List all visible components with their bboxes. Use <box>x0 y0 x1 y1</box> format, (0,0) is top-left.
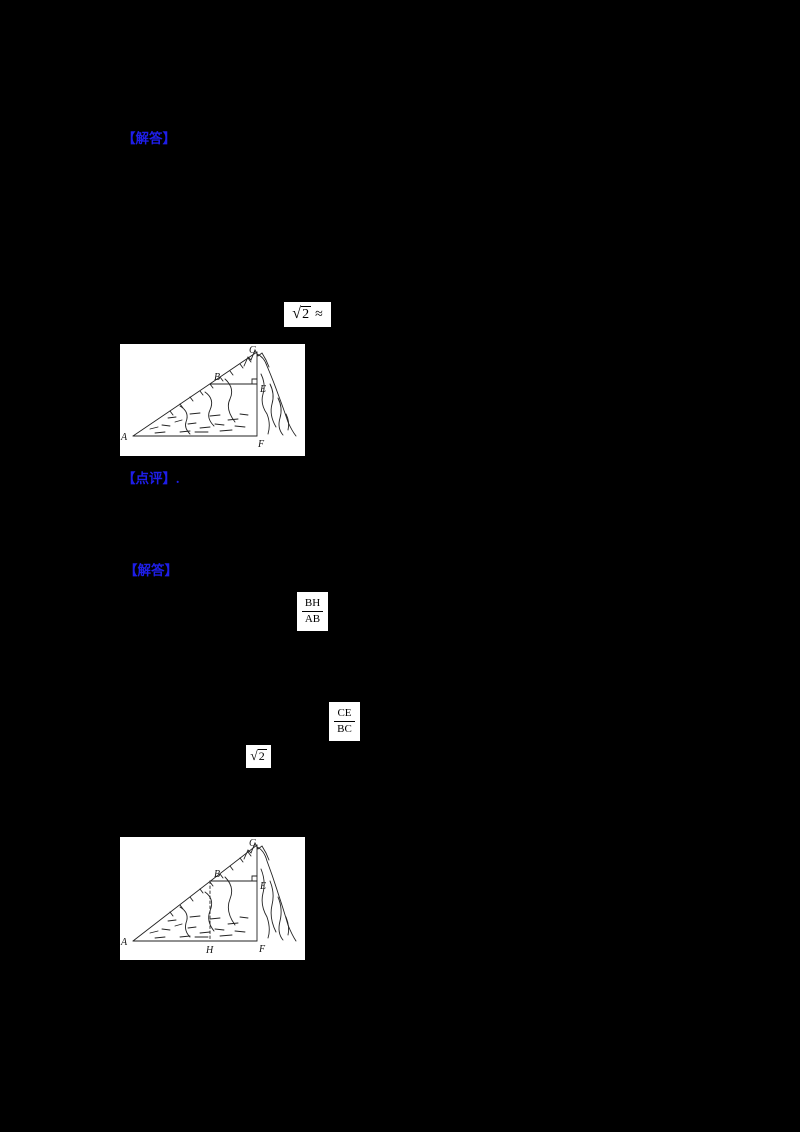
point-label-B: B <box>214 372 220 383</box>
peak-outline <box>243 348 270 368</box>
flank-squiggle-4 <box>285 916 290 936</box>
radicand: 2 <box>257 749 267 764</box>
point-label-A: A <box>120 937 128 948</box>
point-label-F: F <box>257 439 265 450</box>
flank-squiggle-2 <box>269 383 277 428</box>
peak-outline <box>243 841 270 861</box>
contour-3 <box>224 378 236 423</box>
figure-mountain-1: C B E A F <box>120 344 305 456</box>
slope-hatch-ticks <box>169 357 252 416</box>
right-flank-outline <box>256 353 297 437</box>
formula-sqrt2-approx: √ 2 ≈ <box>284 302 331 327</box>
slope-line-AC <box>132 351 258 437</box>
contour-2 <box>204 891 215 932</box>
flank-squiggle-1 <box>260 868 270 939</box>
slope-hatch-ticks <box>169 851 252 917</box>
contour-1 <box>179 906 191 938</box>
flank-squiggle-2 <box>269 880 277 933</box>
radicand: 2 <box>301 305 312 322</box>
point-label-H: H <box>205 945 214 956</box>
point-label-A: A <box>120 432 128 443</box>
radical-sign-icon: √ <box>292 304 302 322</box>
flank-squiggle-1 <box>260 373 270 435</box>
point-label-E: E <box>259 384 266 395</box>
flank-squiggle-3 <box>277 896 284 941</box>
fraction: CE BC <box>334 707 355 736</box>
diagram2-lines <box>132 841 297 942</box>
foothill-texture <box>149 915 249 939</box>
section-label-jieda-2: 【解答】 <box>124 563 178 578</box>
fraction-numerator: BH <box>301 597 324 612</box>
mountain-diagram-1-svg: C B E A F <box>120 345 297 450</box>
right-angle-mark-E <box>251 378 258 385</box>
right-angle-mark-E <box>251 875 258 882</box>
point-label-C: C <box>249 838 256 849</box>
fraction-denominator: BC <box>337 723 352 735</box>
formula-frac-CE-BC: CE BC <box>329 702 360 741</box>
contour-1 <box>179 405 191 435</box>
fraction-numerator: CE <box>334 707 355 722</box>
right-flank-outline <box>256 846 297 942</box>
foothill-texture <box>149 412 249 434</box>
point-label-B: B <box>214 869 220 880</box>
fraction: BH AB <box>301 597 324 626</box>
point-label-C: C <box>249 345 256 356</box>
flank-squiggle-3 <box>277 397 284 436</box>
sqrt-expression: √ 2 <box>250 749 267 764</box>
diagram1-lines <box>132 348 297 437</box>
contour-3 <box>224 876 236 926</box>
section-label-jieda-1: 【解答】 <box>122 131 176 146</box>
formula-frac-BH-AB: BH AB <box>297 592 328 631</box>
diagram1-labels: C B E A F <box>120 345 266 450</box>
contour-2 <box>204 391 215 427</box>
mountain-diagram-2-svg: C B E A F H <box>120 838 297 956</box>
diagram2-labels: C B E A F H <box>120 838 266 956</box>
flank-squiggle-4 <box>285 413 290 431</box>
radical-sign-icon: √ <box>250 748 258 764</box>
figure-mountain-2: C B E A F H <box>120 837 305 960</box>
fraction-denominator: AB <box>304 613 321 625</box>
slope-line-AC <box>132 844 258 942</box>
approx-sign: ≈ <box>315 306 323 322</box>
point-label-F: F <box>258 944 266 955</box>
point-label-E: E <box>259 881 266 892</box>
section-label-dianping: 【点评】. <box>122 471 180 486</box>
formula-sqrt2: √ 2 <box>246 745 271 768</box>
sqrt-expression: √ 2 <box>292 304 312 323</box>
